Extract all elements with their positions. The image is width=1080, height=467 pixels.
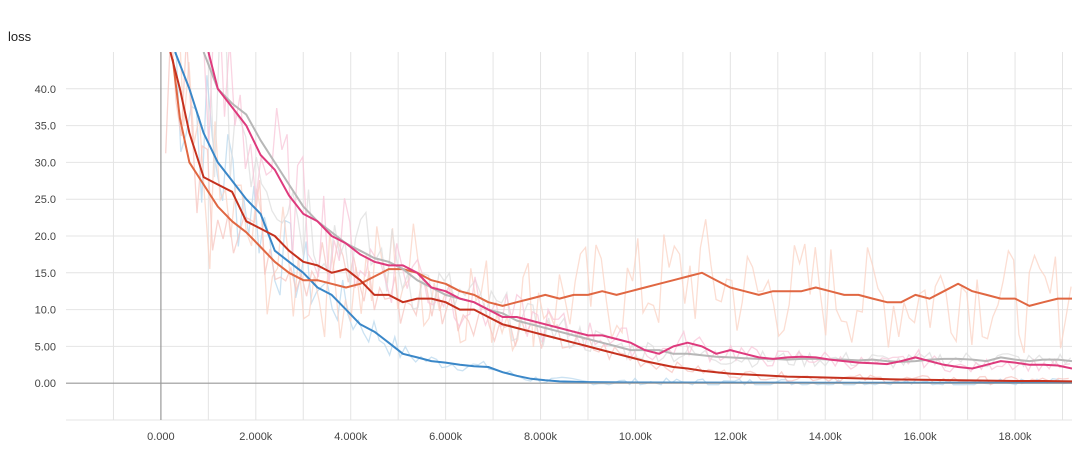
x-tick-label: 12.00k bbox=[714, 431, 748, 443]
series-line bbox=[171, 59, 1072, 307]
series-line bbox=[202, 52, 1072, 363]
x-tick-label: 4.000k bbox=[334, 431, 368, 443]
raw-series-line bbox=[179, 52, 1072, 354]
y-tick-label: 10.0 bbox=[35, 305, 56, 317]
y-tick-label: 0.00 bbox=[35, 378, 56, 390]
y-tick-label: 40.0 bbox=[35, 84, 56, 96]
y-tick-label: 20.0 bbox=[35, 231, 56, 243]
y-tick-label: 30.0 bbox=[35, 157, 56, 169]
x-tick-label: 16.00k bbox=[904, 431, 938, 443]
x-tick-labels: 0.000 2.000k 4.000k 6.000k 8.000k 10.00k 12.00… bbox=[147, 431, 1032, 443]
chart-title: loss bbox=[8, 29, 32, 44]
x-tick-label: 2.000k bbox=[239, 431, 273, 443]
y-tick-label: 25.0 bbox=[35, 194, 56, 206]
x-tick-label: 8.000k bbox=[524, 431, 558, 443]
y-tick-label: 35.0 bbox=[35, 121, 56, 133]
series-line bbox=[174, 52, 1072, 384]
raw-series-lines bbox=[165, 52, 1072, 386]
x-tick-label: 6.000k bbox=[429, 431, 463, 443]
raw-series-line bbox=[208, 52, 1072, 369]
y-tick-label: 15.0 bbox=[35, 268, 56, 280]
y-tick-label: 5.00 bbox=[35, 341, 56, 353]
x-tick-label: 10.00k bbox=[619, 431, 653, 443]
series-line bbox=[169, 52, 1072, 383]
y-tick-labels: 0.00 5.00 10.0 15.0 20.0 25.0 30.0 35.0 40.0 bbox=[35, 84, 56, 390]
smoothed-series-lines bbox=[169, 52, 1072, 384]
x-tick-label: 14.00k bbox=[809, 431, 843, 443]
x-tick-label: 0.000 bbox=[147, 431, 175, 443]
series-line bbox=[207, 52, 1072, 370]
raw-series-line bbox=[203, 52, 1071, 373]
x-tick-label: 18.00k bbox=[999, 431, 1033, 443]
axes bbox=[66, 52, 1072, 420]
